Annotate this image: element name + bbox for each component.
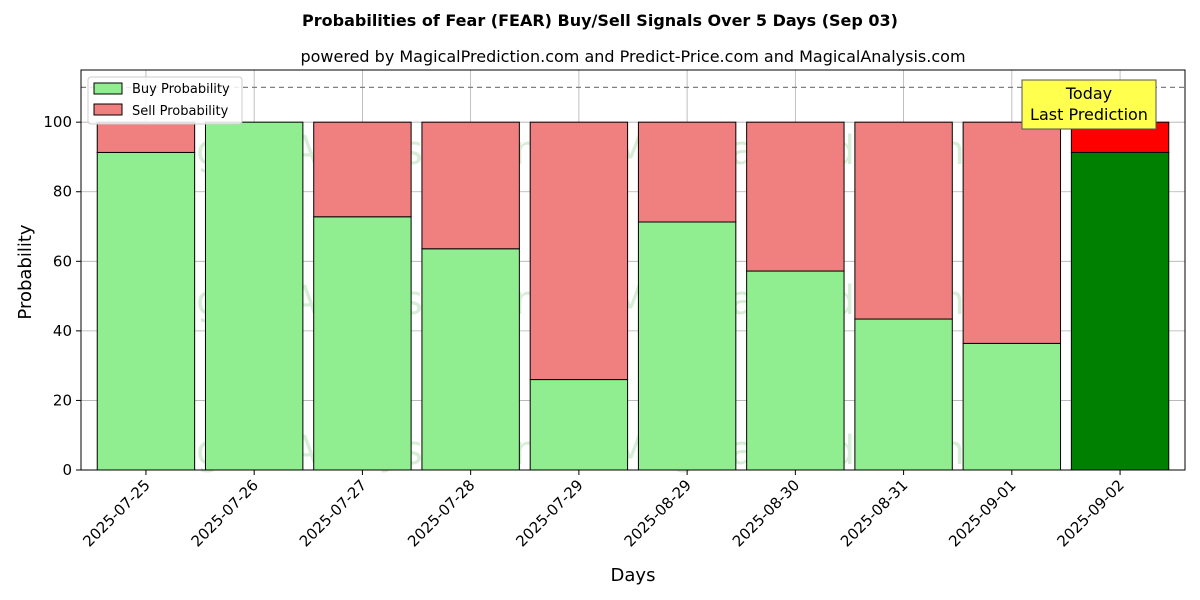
legend-swatch-sell: [93, 103, 123, 116]
bars: [96, 121, 1170, 471]
annotation-last-prediction: Last Prediction: [1030, 105, 1148, 124]
y-tick-label: 60: [53, 252, 72, 270]
y-tick-label: 80: [53, 183, 72, 201]
bar-buy: [962, 342, 1062, 471]
y-axis-label: Probability: [15, 224, 36, 319]
x-axis: 2025-07-25 2025-07-26 2025-07-27 2025-07-28…: [79, 470, 1128, 550]
y-tick-label: 20: [53, 391, 72, 409]
annotation-box: [1021, 79, 1157, 130]
y-axis: 0 20 40 60 80 100: [43, 113, 81, 479]
bar-buy: [746, 270, 845, 471]
legend: Buy Probability Sell Probability: [87, 76, 243, 125]
bar-sell: [96, 121, 196, 153]
bar-buy: [529, 379, 629, 471]
chart-subtitle: powered by MagicalPrediction.com and Pre…: [300, 47, 965, 66]
bar-sell: [746, 121, 845, 272]
bar-sell: [529, 121, 629, 381]
x-tick-label: 2025-08-30: [729, 476, 803, 550]
legend-swatch-buy: [93, 82, 123, 95]
y-tick-label: 40: [53, 322, 72, 340]
bar-buy: [854, 318, 953, 471]
bar-buy: [204, 121, 304, 471]
x-tick-label: 2025-07-25: [79, 476, 153, 550]
x-tick-label: 2025-07-29: [512, 476, 586, 550]
y-tick-label: 0: [62, 461, 72, 479]
bar-sell: [854, 121, 953, 320]
bar-buy: [421, 248, 520, 471]
x-tick-label: 2025-08-31: [837, 476, 911, 550]
legend-label-sell: Sell Probability: [132, 104, 229, 119]
bar-buy: [313, 216, 412, 471]
chart-title: Probabilities of Fear (FEAR) Buy/Sell Si…: [302, 11, 898, 30]
x-tick-label: 2025-09-02: [1054, 476, 1128, 550]
bar-buy: [1070, 151, 1170, 471]
plot-frame: [80, 69, 1186, 471]
bar-sell: [962, 121, 1062, 344]
x-tick-label: 2025-09-01: [945, 476, 1019, 550]
legend-box: [87, 76, 243, 125]
bar-sell: [421, 121, 520, 250]
bar-buy: [637, 221, 737, 471]
x-tick-label: 2025-07-27: [296, 476, 370, 550]
bar-sell: [637, 121, 737, 223]
x-tick-label: 2025-07-28: [404, 476, 478, 550]
bar-buy: [96, 151, 196, 471]
legend-label-buy: Buy Probability: [132, 82, 230, 97]
x-tick-label: 2025-07-26: [188, 476, 262, 550]
y-tick-label: 100: [43, 113, 72, 131]
today-annotation: Today Last Prediction: [1021, 79, 1157, 130]
x-tick-label: 2025-08-29: [621, 476, 695, 550]
annotation-today: Today: [1065, 84, 1112, 103]
x-axis-label: Days: [611, 565, 656, 586]
bar-sell: [313, 121, 412, 218]
